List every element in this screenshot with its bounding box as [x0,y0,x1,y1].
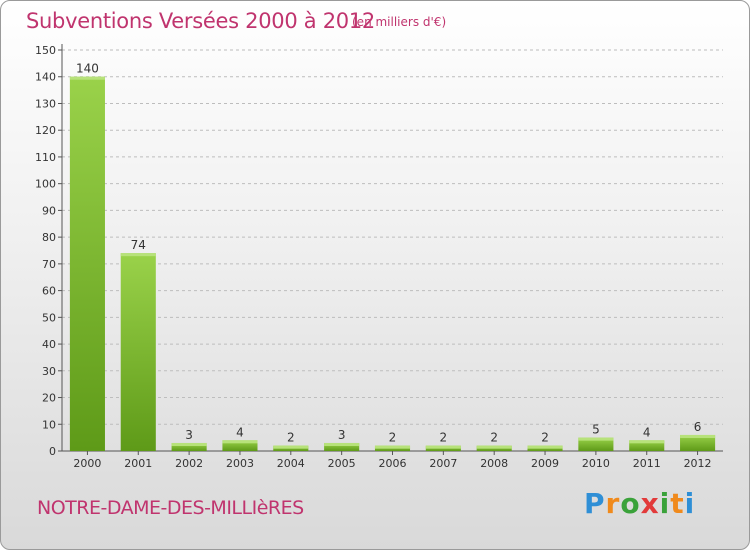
bar-value-label: 2 [440,431,448,445]
y-tick-label: 0 [49,445,56,458]
y-tick-label: 110 [35,151,56,164]
bar-2002 [171,442,207,451]
x-tick-label: 2004 [277,457,305,470]
bar-top-highlight [680,434,716,438]
x-tick-label: 2011 [633,457,661,470]
x-tick-label: 2000 [73,457,101,470]
bar-2012 [680,434,716,451]
bar-2010 [578,437,614,451]
y-tick-label: 150 [35,44,56,57]
x-tick-label: 2001 [124,457,152,470]
x-tick-label: 2007 [429,457,457,470]
bar-value-label: 4 [236,425,244,439]
bar-2000 [69,76,105,451]
y-tick-label: 80 [42,231,56,244]
bar-top-highlight [578,437,614,441]
y-tick-label: 20 [42,392,56,405]
y-tick-label: 10 [42,418,56,431]
bar-top-highlight [425,445,461,449]
bar-top-highlight [476,445,512,449]
bar-value-label: 6 [694,420,702,434]
bar-2003 [222,440,258,451]
chart-subtitle: (en milliers d'€) [352,15,447,29]
bar-top-highlight [222,440,258,444]
bar-value-label: 4 [643,425,651,439]
x-tick-label: 2002 [175,457,203,470]
bar-top-highlight [374,445,411,449]
y-tick-label: 100 [35,178,56,191]
x-tick-label: 2009 [531,457,559,470]
y-tick-label: 70 [42,258,56,271]
y-tick-label: 50 [42,311,56,324]
bar-top-highlight [273,445,309,449]
y-tick-label: 120 [35,124,56,137]
y-tick-label: 140 [35,71,56,84]
y-tick-label: 90 [42,204,56,217]
bar-top-highlight [120,253,156,257]
bar-value-label: 2 [490,431,498,445]
proxiti-logo[interactable]: Proxiti [584,487,696,520]
bar-value-label: 2 [287,431,295,445]
x-tick-label: 2006 [379,457,407,470]
bar-value-label: 5 [592,423,600,437]
bar-2011 [629,440,665,451]
bar-value-label: 74 [131,238,146,252]
y-tick-label: 60 [42,285,56,298]
y-tick-label: 130 [35,97,56,110]
bar-2005 [324,442,360,451]
bar-value-label: 2 [541,431,549,445]
y-tick-label: 30 [42,365,56,378]
bar-value-label: 3 [185,428,193,442]
x-tick-label: 2008 [480,457,508,470]
bar-value-label: 3 [338,428,346,442]
commune-name: NOTRE-DAME-DES-MILLIèRES [37,497,304,519]
bar-top-highlight [324,442,360,446]
chart-title: Subventions Versées 2000 à 2012 [26,9,375,33]
bar-2001 [120,253,156,451]
x-tick-label: 2003 [226,457,254,470]
x-tick-label: 2010 [582,457,610,470]
x-tick-label: 2012 [684,457,712,470]
bar-top-highlight [69,76,105,80]
bar-value-label: 140 [76,62,99,76]
bar-top-highlight [629,440,665,444]
bar-top-highlight [527,445,563,449]
bar-value-label: 2 [389,431,397,445]
y-tick-label: 40 [42,338,56,351]
bar-top-highlight [171,442,207,446]
x-tick-label: 2005 [328,457,356,470]
